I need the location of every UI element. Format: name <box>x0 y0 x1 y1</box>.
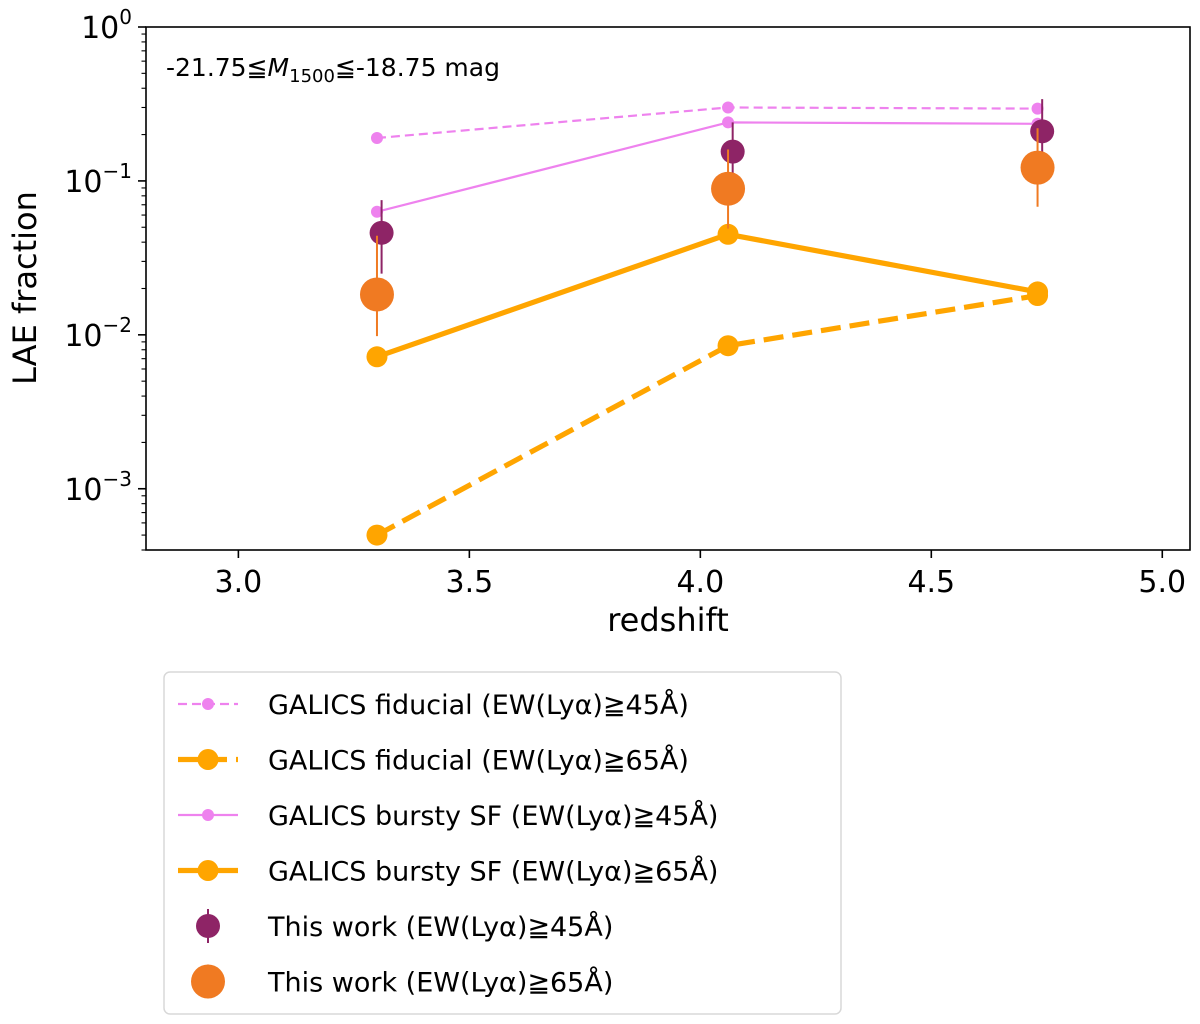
x-tick-label-0: 3.0 <box>215 565 263 600</box>
legend-label-4: This work (EW(Lyα)≧45Å) <box>267 911 613 943</box>
legend: GALICS fiducial (EW(Lyα)≧45Å) GALICS fidu… <box>163 671 842 1015</box>
legend-marker-4 <box>196 914 220 938</box>
legend-marker-5 <box>191 964 225 999</box>
y-tick-label-3: 100 <box>81 5 132 46</box>
legend-label-5: This work (EW(Lyα)≧65Å) <box>267 967 613 999</box>
x-tick-label-2: 4.0 <box>676 565 724 600</box>
legend-marker-3 <box>197 860 219 881</box>
series-5-point-0 <box>359 277 394 312</box>
series-errorbars <box>359 99 1055 337</box>
y-axis-label: LAE fraction <box>6 191 44 385</box>
series-2-point-0 <box>370 205 383 218</box>
legend-item-5: This work (EW(Lyα)≧65Å) <box>191 964 613 999</box>
series-lines <box>366 101 1049 546</box>
series-2 <box>370 116 1044 218</box>
series-1-point-1 <box>717 335 739 357</box>
x-axis: 3.0 3.5 4.0 4.5 5.0 <box>215 550 1186 600</box>
legend-marker-1 <box>197 749 219 770</box>
legend-label-1: GALICS fiducial (EW(Lyα)≧65Å) <box>268 745 689 777</box>
magnitude-range-annotation: -21.75≦M1500≦-18.75 mag <box>166 53 500 87</box>
legend-marker-2 <box>202 809 214 821</box>
series-0-point-1 <box>722 101 735 114</box>
x-tick-label-3: 4.5 <box>907 565 955 600</box>
series-4-point-0 <box>369 220 394 245</box>
legend-item-2: GALICS bursty SF (EW(Lyα)≧45Å) <box>178 800 718 832</box>
legend-item-4: This work (EW(Lyα)≧45Å) <box>196 909 613 943</box>
series-0-point-0 <box>370 132 383 145</box>
legend-marker-0 <box>202 698 214 710</box>
series-3-point-2 <box>1027 281 1049 303</box>
legend-item-3: GALICS bursty SF (EW(Lyα)≧65Å) <box>178 856 718 888</box>
series-3 <box>366 223 1049 368</box>
legend-label-0: GALICS fiducial (EW(Lyα)≧45Å) <box>268 689 689 721</box>
series-1-line <box>375 292 1038 538</box>
x-tick-label-1: 3.5 <box>446 565 494 600</box>
series-0-point-2 <box>1031 102 1044 115</box>
series-5 <box>359 128 1055 337</box>
y-tick-label-0: 10−3 <box>64 467 132 508</box>
legend-frame <box>163 671 842 1015</box>
series-2-point-1 <box>722 116 735 129</box>
series-0 <box>370 101 1044 145</box>
series-3-point-0 <box>366 346 388 368</box>
series-5-point-1 <box>711 171 746 206</box>
legend-label-2: GALICS bursty SF (EW(Lyα)≧45Å) <box>268 800 718 832</box>
y-tick-label-1: 10−2 <box>64 313 132 354</box>
series-4-point-1 <box>720 139 745 164</box>
legend-label-3: GALICS bursty SF (EW(Lyα)≧65Å) <box>268 856 718 888</box>
x-axis-label: redshift <box>607 601 729 639</box>
y-axis: 10−3 10−2 10−1 100 <box>64 5 146 551</box>
x-tick-label-4: 5.0 <box>1138 565 1186 600</box>
legend-item-1: GALICS fiducial (EW(Lyα)≧65Å) <box>178 745 689 777</box>
series-5-point-2 <box>1020 150 1055 185</box>
series-3-point-1 <box>717 223 739 245</box>
y-tick-label-2: 10−1 <box>64 159 132 200</box>
series-1-point-0 <box>366 524 388 546</box>
legend-item-0: GALICS fiducial (EW(Lyα)≧45Å) <box>178 689 689 721</box>
series-4-point-2 <box>1030 119 1055 144</box>
